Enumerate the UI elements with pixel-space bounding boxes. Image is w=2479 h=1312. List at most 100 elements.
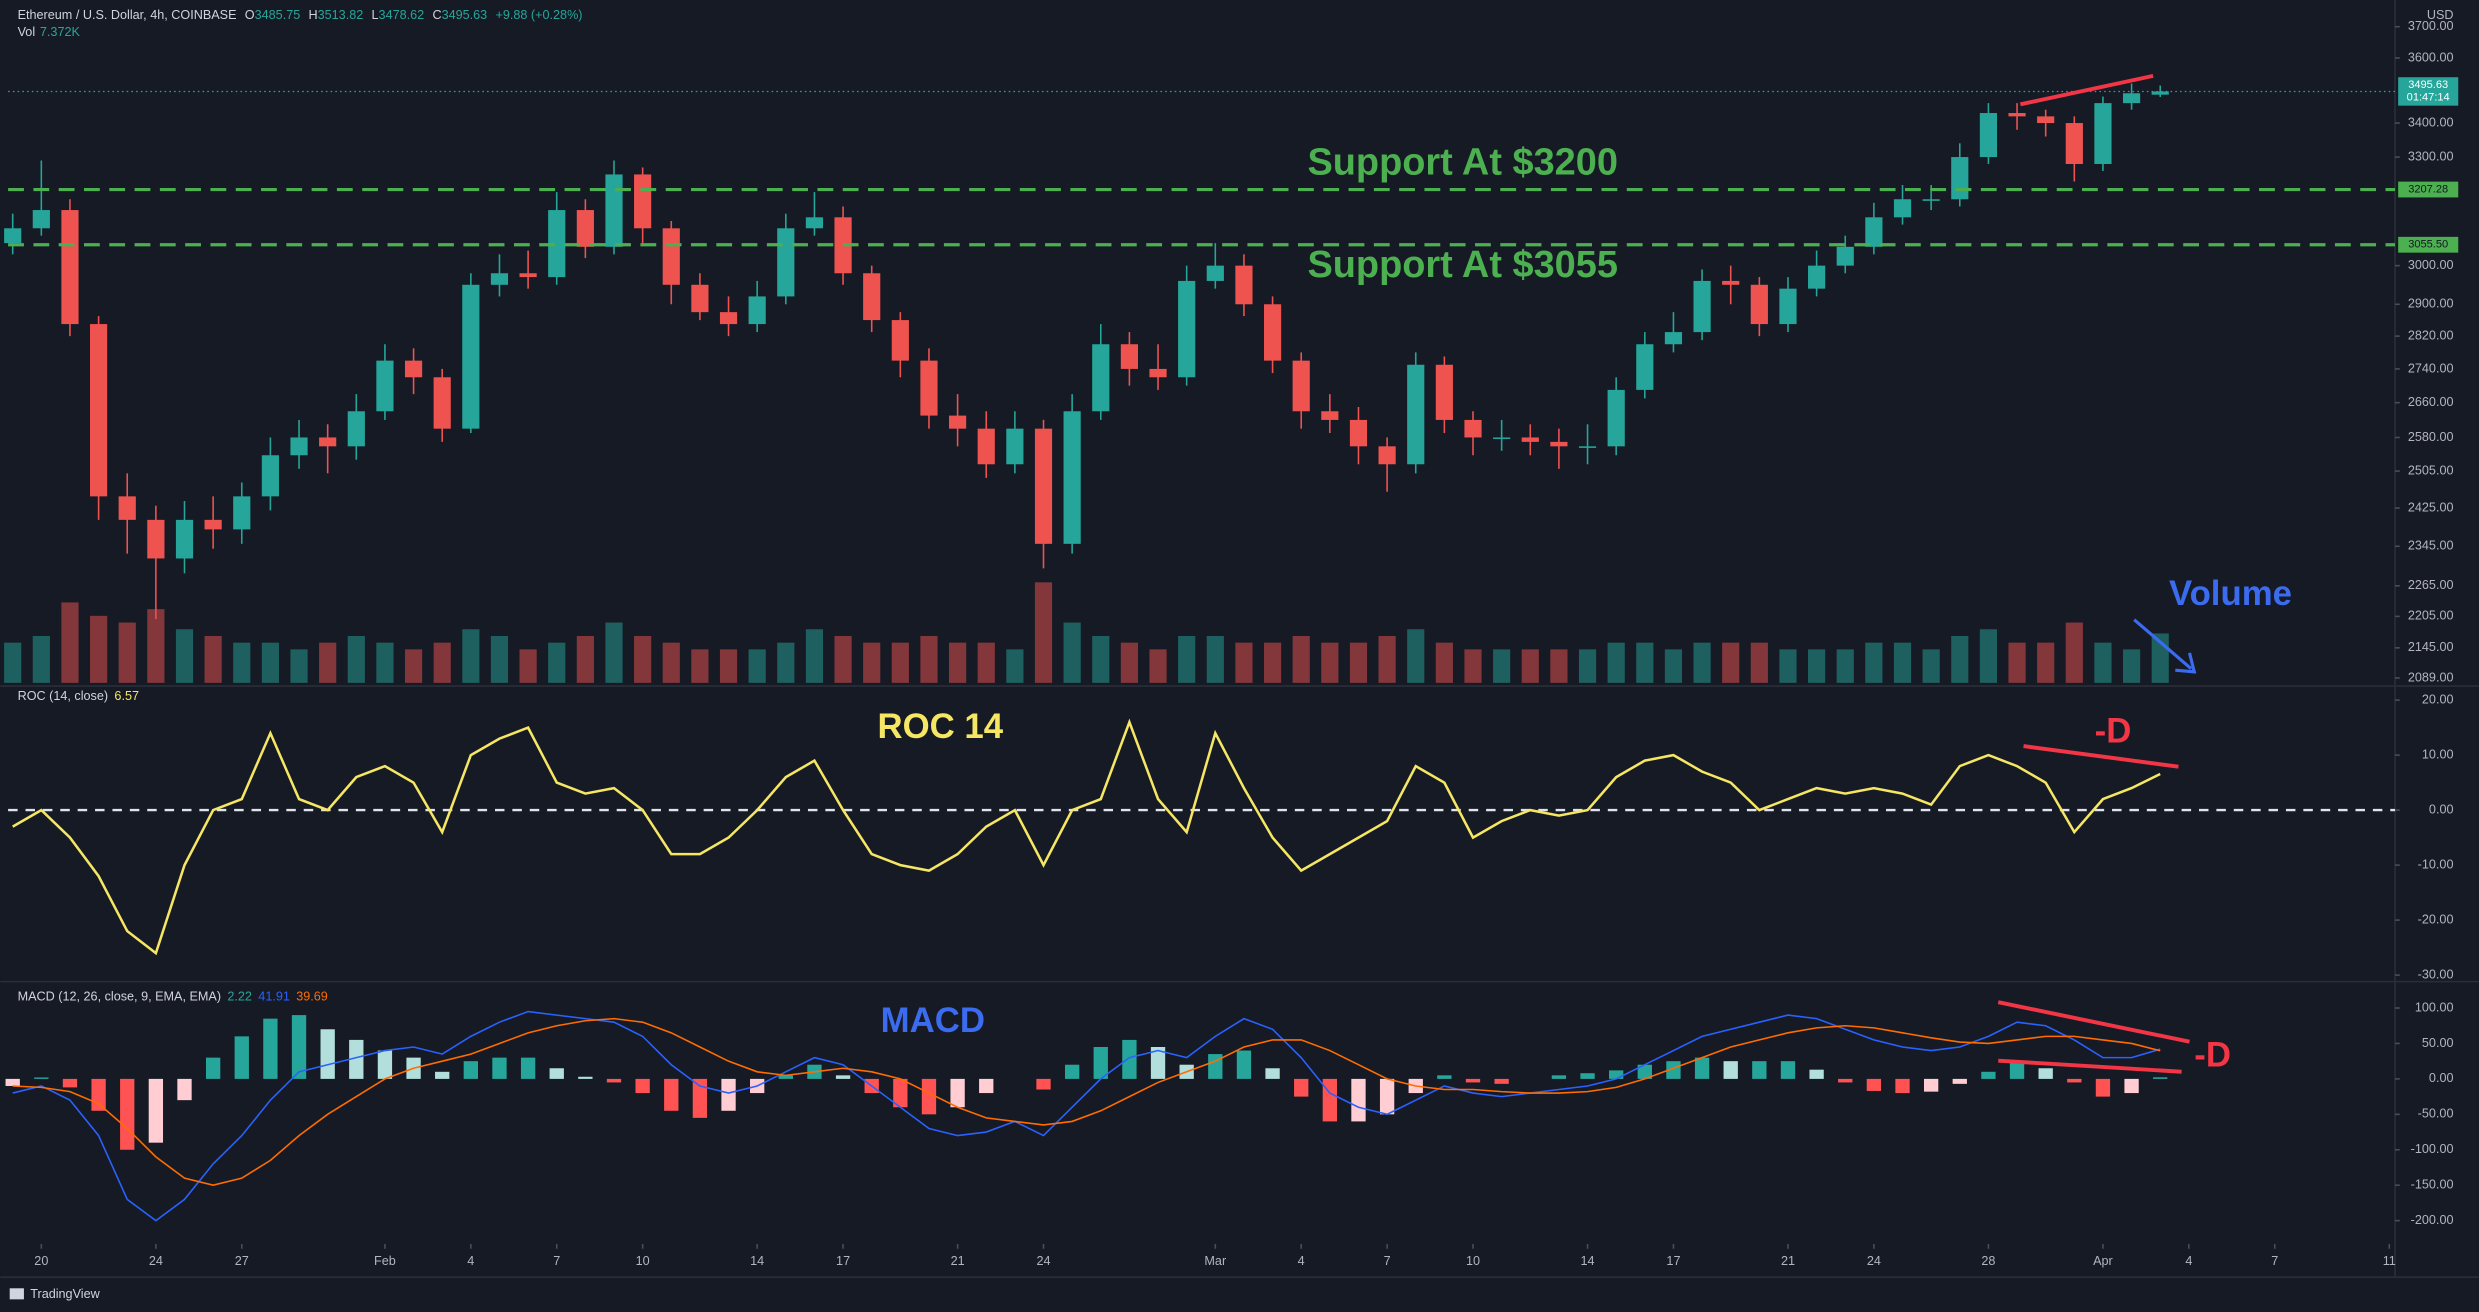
- histogram-bar: [492, 1057, 507, 1079]
- volume-bar: [1722, 642, 1740, 683]
- volume-bar: [977, 642, 995, 683]
- candle-body: [1550, 441, 1568, 447]
- volume-bar: [175, 629, 194, 683]
- y-tick-label: 2900.00: [2408, 297, 2454, 311]
- x-tick-label: 4: [2185, 1254, 2192, 1268]
- histogram-bar: [1437, 1075, 1452, 1079]
- volume-bar: [204, 635, 222, 683]
- symbol: Ethereum / U.S. Dollar, 4h, COINBASE: [18, 8, 237, 22]
- price-tag-label: 3207.28: [2408, 183, 2448, 195]
- volume-bar: [376, 642, 394, 683]
- histogram-bar: [263, 1018, 278, 1079]
- y-tick-label: 2580.00: [2408, 430, 2454, 444]
- volume-bar: [1550, 649, 1568, 683]
- volume-bar: [1435, 642, 1453, 683]
- candle-body: [233, 496, 251, 530]
- candle-body: [1120, 344, 1138, 369]
- x-tick-label: 14: [1581, 1254, 1595, 1268]
- x-tick-label: 7: [1384, 1254, 1391, 1268]
- candle-body: [977, 428, 995, 465]
- histogram-bar: [1838, 1078, 1853, 1083]
- histogram-bar: [1723, 1061, 1738, 1079]
- macd-value: 41.91: [258, 990, 290, 1004]
- volume-bar: [748, 649, 766, 683]
- volume-bar: [1263, 642, 1282, 683]
- change: +9.88 (+0.28%): [495, 8, 582, 22]
- price-tag: [2398, 236, 2459, 253]
- arrow: [2133, 618, 2193, 670]
- y-tick-label: 2505.00: [2408, 463, 2454, 477]
- histogram-bar: [520, 1057, 536, 1079]
- volume-bar: [1378, 635, 1396, 683]
- annotation: ROC 14: [878, 708, 1004, 746]
- macd-title: MACD (12, 26, close, 9, EMA, EMA): [18, 990, 221, 1004]
- volume-bar: [920, 635, 938, 683]
- arrow-head: [2175, 652, 2197, 674]
- volume-bar: [949, 642, 967, 683]
- candle-body: [261, 455, 279, 497]
- candle-body: [1578, 446, 1597, 448]
- candle-body: [691, 284, 709, 313]
- volume-bar: [1922, 649, 1940, 683]
- trendline: [1997, 1000, 2190, 1044]
- volume-bar: [1521, 649, 1539, 683]
- volume-bar: [863, 642, 881, 683]
- histogram-bar: [950, 1078, 965, 1108]
- histogram-bar: [1580, 1073, 1595, 1079]
- histogram-bar: [1036, 1078, 1051, 1090]
- histogram-bar: [1609, 1070, 1624, 1079]
- candle-body: [1722, 280, 1740, 285]
- candle-body: [548, 210, 566, 278]
- volume-bar: [90, 615, 108, 683]
- histogram-bar: [692, 1078, 708, 1118]
- volume-bar: [662, 642, 680, 683]
- candle-body: [1693, 280, 1711, 333]
- trendline: [2023, 744, 2179, 769]
- price-tag-label: 3495.63: [2408, 79, 2448, 91]
- footer-text: TradingView: [30, 1287, 100, 1301]
- volume-bar: [2008, 642, 2026, 683]
- histogram-bar: [835, 1075, 851, 1079]
- histogram-bar: [2153, 1077, 2168, 1079]
- volume-bar: [118, 622, 136, 683]
- candle-body: [1979, 113, 1998, 158]
- volume-bar: [777, 642, 795, 683]
- y-tick-label: 2345.00: [2408, 539, 2454, 553]
- candle-body: [118, 496, 136, 520]
- annotation: Support At $3200: [1307, 141, 1617, 183]
- candle-body: [319, 437, 337, 447]
- y-tick-label: 3000.00: [2408, 258, 2454, 272]
- histogram-bar: [291, 1015, 307, 1079]
- histogram-bar: [1637, 1064, 1652, 1079]
- y-tick-label: -30.00: [2418, 967, 2454, 981]
- histogram-bar: [721, 1078, 736, 1111]
- volume-bar: [462, 629, 480, 683]
- candle-body: [1779, 288, 1797, 325]
- volume-bar: [634, 635, 652, 683]
- ohlc-value: 3478.62: [379, 8, 425, 22]
- histogram-bar: [1236, 1050, 1252, 1079]
- histogram-bar: [62, 1078, 78, 1088]
- currency: USD: [2427, 8, 2454, 22]
- histogram-bar: [5, 1078, 20, 1086]
- volume-bar: [1006, 649, 1024, 683]
- signal-value: 39.69: [296, 990, 328, 1004]
- candle-body: [1292, 360, 1310, 412]
- candle-body: [1636, 344, 1654, 390]
- histogram-bar: [1666, 1061, 1681, 1079]
- volume-bar: [691, 649, 709, 683]
- y-tick-label: 2425.00: [2408, 500, 2454, 514]
- header: Ethereum / U.S. Dollar, 4h, COINBASE O34…: [18, 8, 583, 22]
- volume-bar: [290, 649, 308, 683]
- candle-body: [891, 320, 909, 361]
- volume-bar: [2122, 649, 2141, 683]
- price-tag: [2398, 77, 2459, 106]
- volume-bar: [433, 642, 451, 683]
- histogram-bar: [1465, 1078, 1481, 1083]
- trendline: [1998, 1058, 2182, 1074]
- volume-bar: [490, 635, 509, 683]
- candle-body: [1006, 428, 1024, 465]
- y-tick-label: 2265.00: [2408, 578, 2454, 592]
- ohlc-value: 3495.63: [442, 8, 488, 22]
